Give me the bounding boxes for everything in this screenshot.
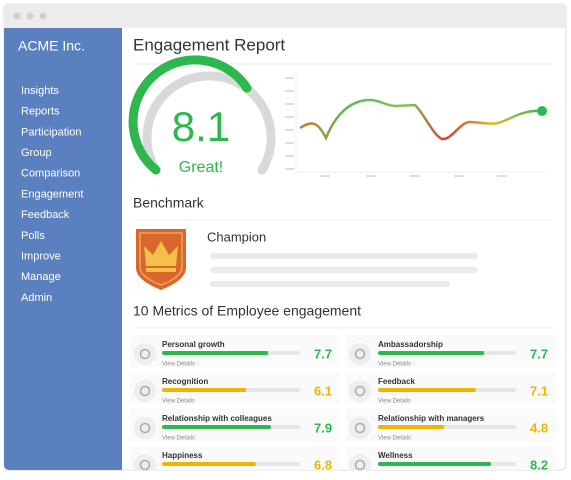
metric-icon [134, 454, 156, 470]
metric-icon [349, 454, 371, 470]
nav-item[interactable]: Manage [21, 271, 61, 283]
nav-item[interactable]: Admin [21, 292, 52, 304]
metric-name: Happiness [162, 451, 203, 460]
view-details-link[interactable]: View Details [378, 436, 411, 442]
metric-icon-glyph [354, 348, 366, 360]
metric-icon [134, 343, 156, 365]
view-details-link[interactable]: View Details [378, 399, 411, 405]
nav-item[interactable]: Improve [21, 251, 61, 263]
metric-score: 4.8 [530, 420, 548, 435]
metric-score: 7.1 [530, 383, 548, 398]
metric-icon-glyph [139, 348, 151, 360]
crown-icon [144, 241, 178, 266]
metric-name: Relationship with managers [378, 414, 485, 423]
metric-icon-glyph [354, 459, 366, 470]
page-title: Engagement Report [133, 35, 285, 54]
metric-icon-glyph [139, 459, 151, 470]
metric-name: Wellness [378, 451, 413, 460]
metric-score: 7.7 [314, 346, 332, 361]
title-bar [4, 4, 566, 28]
gauge-track [142, 71, 276, 175]
section-title: 10 Metrics of Employee engagement [133, 303, 361, 319]
sidebar [4, 28, 122, 470]
metric-score: 6.8 [314, 457, 332, 472]
nav-item[interactable]: Reports [21, 106, 60, 118]
nav-item[interactable]: Group [21, 147, 52, 159]
crown-base [146, 268, 176, 272]
placeholder [210, 281, 450, 287]
gauge-fill [128, 55, 252, 175]
company-name: ACME Inc. [18, 38, 85, 54]
sparkline-axis [285, 72, 545, 177]
trend-end [537, 106, 547, 116]
metric-name: Ambassadorship [378, 340, 443, 349]
metric-bar [162, 351, 269, 355]
rating: Great! [179, 159, 223, 176]
metric-name: Personal growth [162, 340, 225, 349]
badge-name: Champion [207, 229, 266, 244]
metric-icon-glyph [354, 422, 366, 434]
metric-icon [349, 380, 371, 402]
window-dot[interactable] [26, 12, 34, 20]
view-details-link[interactable]: View Details [162, 362, 195, 368]
placeholder [210, 267, 478, 273]
metric-bar [378, 462, 492, 466]
metric-icon [349, 343, 371, 365]
view-details-link[interactable]: View Details [162, 399, 195, 405]
metric-name: Feedback [378, 377, 415, 386]
metric-bar [162, 425, 272, 429]
metric-icon [134, 417, 156, 439]
metric-icon [134, 380, 156, 402]
trend-line [299, 98, 543, 142]
metric-name: Recognition [162, 377, 208, 386]
metric-bar [378, 351, 485, 355]
metric-bar [378, 425, 445, 429]
metric-score: 7.7 [530, 346, 548, 361]
metric-icon-glyph [354, 385, 366, 397]
window-dot[interactable] [13, 12, 21, 20]
nav-item[interactable]: Insights [21, 85, 59, 97]
view-details-link[interactable]: View Details [162, 436, 195, 442]
metric-name: Relationship with colleagues [162, 414, 272, 423]
metric-bar [378, 388, 476, 392]
metric-bar [162, 388, 247, 392]
metric-score: 7.9 [314, 420, 332, 435]
nav-item[interactable]: Comparison [21, 168, 80, 180]
badge-border [139, 232, 183, 286]
window-dot[interactable] [39, 12, 47, 20]
metric-icon-glyph [139, 385, 151, 397]
nav-item[interactable]: Feedback [21, 209, 70, 221]
metric-icon-glyph [139, 422, 151, 434]
placeholder [210, 253, 478, 259]
view-details-link[interactable]: View Details [378, 362, 411, 368]
metric-bar [162, 462, 256, 466]
section-title: Benchmark [133, 195, 205, 211]
metric-icon [349, 417, 371, 439]
score: 8.1 [172, 103, 230, 150]
nav-item[interactable]: Polls [21, 230, 45, 242]
metric-score: 8.2 [530, 457, 548, 472]
metric-score: 6.1 [314, 383, 332, 398]
nav-item[interactable]: Engagement [21, 188, 83, 200]
nav-item[interactable]: Participation [21, 126, 82, 138]
